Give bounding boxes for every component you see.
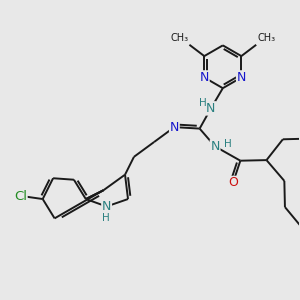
Text: CH₃: CH₃: [257, 33, 275, 43]
Text: N: N: [200, 71, 209, 84]
Text: CH₃: CH₃: [170, 33, 188, 43]
Text: H: H: [102, 213, 110, 223]
Text: Cl: Cl: [14, 190, 27, 202]
Text: N: N: [102, 200, 111, 213]
Text: H: H: [199, 98, 206, 108]
Text: H: H: [224, 139, 232, 149]
Text: N: N: [206, 102, 216, 115]
Text: N: N: [210, 140, 220, 153]
Text: N: N: [237, 71, 246, 84]
Text: O: O: [228, 176, 238, 190]
Text: N: N: [170, 121, 179, 134]
